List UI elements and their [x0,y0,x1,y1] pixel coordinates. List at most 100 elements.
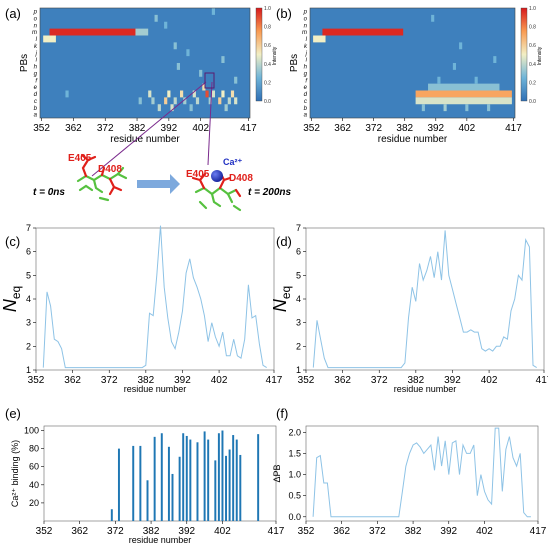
x-axis-label: residue number [394,384,457,394]
data-bar [203,431,206,521]
t200-residue-e405: E405 [186,169,210,180]
heatmap-cell [230,90,235,98]
y-tick-label: 7 [296,223,301,233]
x-tick-label: 372 [101,375,118,386]
heatmap-cell [452,63,456,70]
transition-arrow [137,174,180,194]
colorbar-tick-label: 0.6 [264,43,271,49]
heatmap-cell [192,90,196,98]
colorbar-label: Intensity [537,46,543,65]
y-tick-label: 2 [26,341,31,351]
heatmap-cell [151,97,155,105]
pb-tick-label: k [34,44,38,50]
pb-tick-label: h [304,65,308,71]
heatmap-band [415,97,512,105]
x-axis-label: residue number [129,535,192,545]
x-tick-label: 402 [211,375,228,386]
y-tick-label: 1 [296,365,301,375]
heatmap-cell [465,104,469,112]
data-bar [153,436,156,521]
heatmap-band [43,35,56,43]
heatmap-band [313,35,326,43]
panel-label-b: (b) [276,6,292,21]
calcium-ion [211,170,223,182]
colorbar-tick-label: 1.0 [264,6,271,12]
x-tick-label: 382 [129,123,146,134]
data-bar [117,448,120,521]
x-tick-label: 392 [427,123,444,134]
data-bar [185,435,188,521]
pb-tick-label: f [305,78,308,84]
heatmap-cell [421,104,425,112]
data-bar [160,433,163,521]
data-bar [214,460,217,521]
colorbar-tick-label: 0.4 [264,62,271,68]
colorbar [255,7,263,102]
x-tick-label: 392 [440,526,457,537]
heatmap-cell [431,14,435,22]
x-tick-label: 372 [97,123,114,134]
panel-label-c: (c) [5,234,20,249]
x-tick-label: 402 [214,526,231,537]
pb-tick-label: f [35,78,38,84]
y-tick-label: 7 [26,223,31,233]
x-tick-label: 352 [303,123,320,134]
plot-frame [305,227,545,371]
x-tick-label: 372 [365,123,382,134]
colorbar-label: Intensity [272,46,278,65]
data-bar [217,433,220,521]
data-bar [132,445,135,521]
heatmap-cell [474,76,478,84]
heatmap-frame [309,7,516,119]
colorbar-tick-label: 0.0 [529,99,536,105]
data-bar [232,435,235,521]
x-tick-label: 382 [408,375,425,386]
heatmap-cell [221,56,225,63]
pb-tick-label: m [302,30,307,36]
heatmap-cell [493,56,497,63]
data-bar [171,473,174,521]
plot-frame [43,425,277,522]
y-tick-label: 6 [26,247,31,257]
pb-tick-label: e [304,85,308,91]
x-tick-label: 362 [334,375,351,386]
panel-label-a: (a) [5,6,21,21]
pb-tick-label: l [36,37,38,43]
x-tick-label: 362 [334,123,351,134]
x-axis-label: residue number [110,134,180,145]
pb-tick-label: a [304,113,308,119]
heatmap-cell [164,21,168,29]
y-tick-label: 4 [296,294,301,304]
data-bar [221,430,224,521]
heatmap-cell [154,14,158,22]
t0-residue-e405: E405 [68,153,92,164]
t0-residue-d408: D408 [98,164,122,175]
pb-tick-label: p [33,10,38,16]
data-bar [257,434,260,521]
pb-tick-label: d [34,92,38,98]
y-tick-label: 3 [26,318,31,328]
zoom-line-left [91,81,207,177]
y-tick-label: 1 [26,365,31,375]
heatmap-cell [157,104,161,112]
heatmap-cell [173,97,177,105]
y-tick-label: 60 [29,462,39,472]
heatmap-band [49,28,139,36]
heatmap-cell [173,42,177,50]
y-tick-label: 0.5 [288,491,301,501]
y-axis-label: PBs [289,54,300,72]
y-tick-label: 80 [29,444,39,454]
heatmap-cell [138,97,142,105]
delta-pb-line-chart: 0.0 0.5 1.0 1.5 2.0 352 362 372 382 392 402 417 ΔPB [272,425,547,537]
panel-label-f: (f) [276,406,288,421]
neq-line-chart-c: 1 2 3 4 5 6 7 352 362 372 382 392 402 417 residue numb… [0,223,283,394]
pb-tick-label: g [304,71,308,77]
y-tick-label: 40 [29,480,39,490]
heatmap-cell [234,76,238,84]
y-axis-label: Neq [0,286,23,312]
y-tick-label: 6 [296,247,301,257]
heatmap-cell [224,104,228,112]
x-tick-label: 382 [405,526,422,537]
